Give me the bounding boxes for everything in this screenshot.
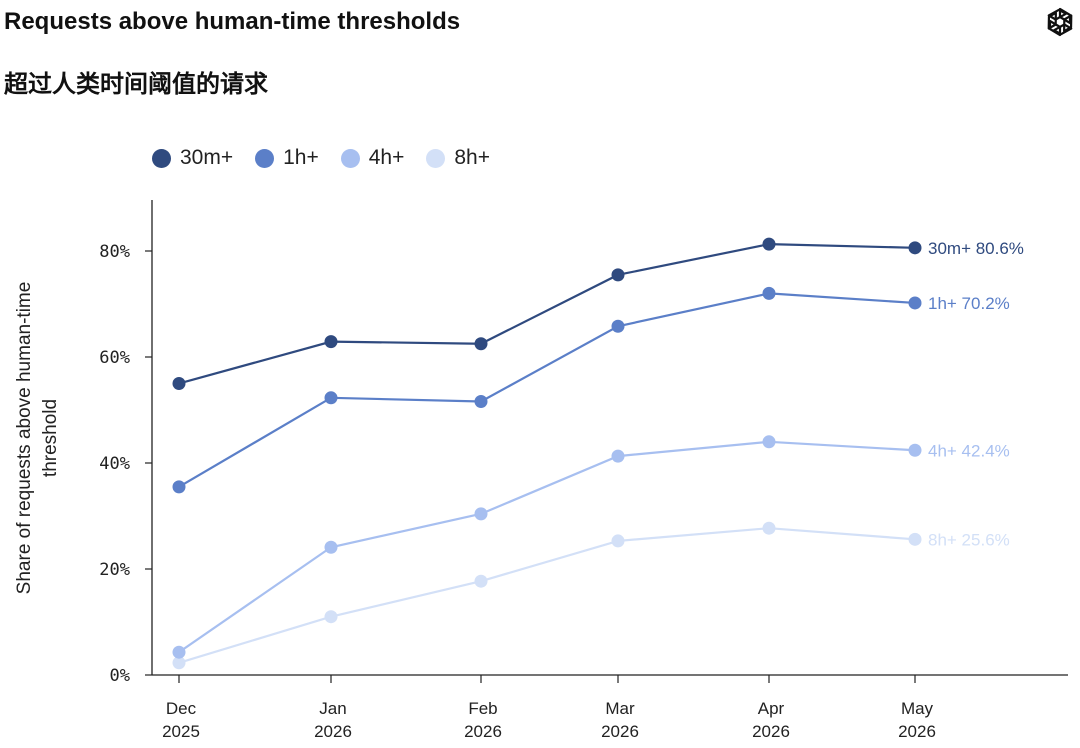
legend-item-30m: 30m+ bbox=[152, 146, 233, 170]
data-point-4h bbox=[324, 540, 338, 554]
data-point-8h bbox=[611, 534, 625, 548]
data-point-1h bbox=[474, 395, 488, 409]
legend-swatch-8h bbox=[426, 148, 446, 168]
data-point-1h bbox=[908, 296, 922, 310]
x-tick-label-month: May bbox=[901, 699, 934, 718]
x-tick-label-year: 2026 bbox=[601, 722, 639, 741]
data-point-8h bbox=[474, 574, 488, 588]
data-point-1h bbox=[172, 480, 186, 494]
x-tick-label-month: Mar bbox=[605, 699, 635, 718]
page-subtitle: 超过人类时间阈值的请求 bbox=[4, 70, 268, 98]
data-point-30m bbox=[324, 335, 338, 349]
y-tick-label: 80% bbox=[99, 242, 130, 262]
series-line-30m bbox=[178, 243, 916, 385]
x-tick-label-month: Feb bbox=[468, 699, 497, 718]
legend-label-1h: 1h+ bbox=[283, 146, 319, 169]
y-axis-label: Share of requests above human-time bbox=[14, 282, 35, 595]
data-point-1h bbox=[611, 319, 625, 333]
data-point-30m bbox=[172, 377, 186, 390]
data-point-30m bbox=[762, 237, 776, 251]
series-line-4h bbox=[178, 440, 916, 654]
data-point-30m bbox=[908, 241, 922, 255]
data-point-8h bbox=[908, 532, 922, 546]
legend-swatch-1h bbox=[255, 148, 275, 168]
page-title: Requests above human-time thresholds bbox=[4, 8, 461, 35]
data-point-4h bbox=[172, 645, 186, 659]
end-label-1h: 1h+ 70.2% bbox=[928, 294, 1010, 313]
series-line-8h bbox=[178, 527, 916, 664]
data-point-4h bbox=[474, 507, 488, 521]
end-label-4h: 4h+ 42.4% bbox=[928, 441, 1010, 460]
end-label-30m: 30m+ 80.6% bbox=[928, 239, 1024, 258]
data-point-4h bbox=[762, 435, 776, 449]
x-tick-label-month: Apr bbox=[758, 699, 785, 718]
data-point-30m bbox=[611, 268, 625, 282]
data-point-30m bbox=[474, 337, 488, 351]
data-point-4h bbox=[611, 449, 625, 463]
data-point-1h bbox=[324, 391, 338, 405]
series-line-1h bbox=[178, 292, 916, 488]
data-point-8h bbox=[172, 656, 186, 670]
legend-label-4h: 4h+ bbox=[368, 146, 405, 169]
y-tick-label: 40% bbox=[99, 454, 130, 474]
x-tick-label-month: Dec bbox=[166, 699, 197, 718]
legend-item-1h: 1h+ bbox=[255, 146, 319, 170]
x-tick-label-month: Jan bbox=[319, 699, 346, 718]
y-tick-label: 60% bbox=[99, 348, 130, 368]
chart-legend: 30m+ 1h+ 4h+ 8h+ bbox=[152, 146, 512, 170]
x-tick-label-year: 2026 bbox=[752, 722, 790, 741]
data-point-4h bbox=[908, 443, 922, 457]
openai-logo-icon bbox=[1047, 7, 1073, 37]
y-tick-label: 0% bbox=[110, 666, 130, 686]
x-tick-label-year: 2025 bbox=[162, 722, 200, 741]
data-point-8h bbox=[324, 610, 338, 624]
legend-swatch-30m bbox=[152, 148, 171, 168]
y-tick-label: 20% bbox=[99, 560, 130, 580]
x-tick-label-year: 2026 bbox=[898, 722, 936, 741]
legend-swatch-4h bbox=[340, 148, 360, 168]
data-point-8h bbox=[762, 521, 776, 535]
end-label-8h: 8h+ 25.6% bbox=[928, 530, 1010, 549]
legend-label-8h: 8h+ bbox=[454, 146, 490, 169]
x-tick-label-year: 2026 bbox=[314, 722, 352, 741]
y-axis-label-line2: threshold bbox=[40, 399, 61, 477]
legend-item-4h: 4h+ bbox=[340, 146, 405, 170]
x-tick-label-year: 2026 bbox=[464, 722, 502, 741]
data-point-1h bbox=[762, 286, 776, 300]
legend-item-8h: 8h+ bbox=[426, 146, 490, 170]
legend-label-30m: 30m+ bbox=[180, 146, 234, 169]
